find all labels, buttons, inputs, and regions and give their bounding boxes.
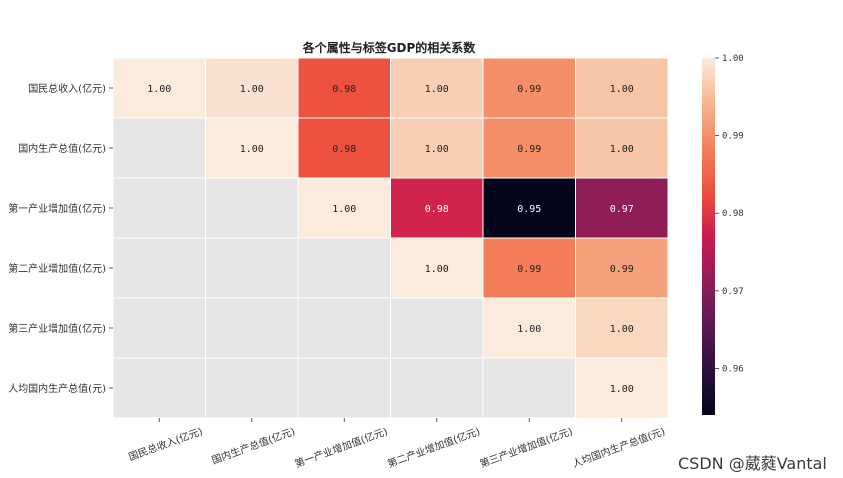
heatmap-cell bbox=[112, 297, 206, 359]
colorbar-tick-label: 0.98 bbox=[722, 209, 744, 219]
colorbar-tick-label: 0.99 bbox=[722, 132, 744, 142]
heatmap-cell bbox=[205, 177, 299, 239]
col-label: 国内生产总值(亿元) bbox=[210, 425, 297, 467]
cell-annotation: 1.00 bbox=[240, 144, 264, 155]
cell-annotation: 0.95 bbox=[517, 204, 541, 215]
cell-annotation: 1.00 bbox=[240, 84, 264, 95]
cell-annotation: 1.00 bbox=[332, 204, 356, 215]
row-label: 国内生产总值(亿元) bbox=[18, 142, 106, 155]
heatmap-cell bbox=[390, 57, 484, 119]
heatmap-cell bbox=[482, 177, 576, 239]
row-label: 人均国内生产总值(元) bbox=[8, 382, 106, 395]
cell-annotation: 1.00 bbox=[425, 144, 449, 155]
heatmap-cell bbox=[112, 177, 206, 239]
heatmap-cell bbox=[205, 237, 299, 299]
heatmap-cell bbox=[205, 297, 299, 359]
heatmap-cell bbox=[390, 357, 484, 419]
row-label: 国民总收入(亿元) bbox=[28, 82, 106, 95]
row-label: 第二产业增加值(亿元) bbox=[8, 262, 106, 275]
heatmap-cell bbox=[205, 357, 299, 419]
colorbar bbox=[702, 58, 715, 415]
heatmap-cell bbox=[390, 237, 484, 299]
col-label: 国民总收入(亿元) bbox=[127, 425, 205, 464]
heatmap-cell bbox=[575, 177, 669, 239]
colorbar-ticks: 0.96 0.97 0.98 0.99 1.00 bbox=[715, 54, 744, 374]
colorbar-tick-label: 1.00 bbox=[722, 54, 744, 64]
cell-annotation: 0.98 bbox=[332, 84, 356, 95]
heatmap-cell bbox=[205, 57, 299, 119]
cell-annotation: 1.00 bbox=[610, 144, 634, 155]
heatmap-cell bbox=[390, 177, 484, 239]
heatmap-cell bbox=[297, 237, 391, 299]
heatmap-cell bbox=[297, 297, 391, 359]
watermark: CSDN @葳蕤Vantal bbox=[678, 454, 827, 473]
heatmap-cell bbox=[297, 357, 391, 419]
heatmap-cell bbox=[575, 297, 669, 359]
chart-title: 各个属性与标签GDP的相关系数 bbox=[302, 40, 477, 55]
heatmap-cell bbox=[482, 237, 576, 299]
row-label: 第一产业增加值(亿元) bbox=[8, 202, 106, 215]
col-label: 第三产业增加值(亿元) bbox=[478, 425, 574, 471]
cell-annotation: 1.00 bbox=[147, 84, 171, 95]
heatmap-cell bbox=[112, 357, 206, 419]
col-label: 第一产业增加值(亿元) bbox=[293, 425, 389, 471]
heatmap-cells: 1.00 1.00 0.98 1.00 0.99 1.00 1.00 0.98 1.00 0.99… bbox=[112, 57, 669, 419]
heatmap-cell bbox=[575, 357, 669, 419]
cell-annotation: 0.99 bbox=[610, 264, 634, 275]
cell-annotation: 1.00 bbox=[425, 84, 449, 95]
cell-annotation: 0.97 bbox=[610, 204, 634, 215]
heatmap-cell bbox=[575, 117, 669, 179]
heatmap-cell bbox=[482, 357, 576, 419]
heatmap-cell bbox=[482, 57, 576, 119]
cell-annotation: 0.99 bbox=[517, 144, 541, 155]
heatmap-cell bbox=[575, 237, 669, 299]
cell-annotation: 0.98 bbox=[332, 144, 356, 155]
heatmap-cell bbox=[112, 237, 206, 299]
cell-annotation: 1.00 bbox=[517, 324, 541, 335]
heatmap-cell bbox=[112, 57, 206, 119]
heatmap-cell bbox=[297, 117, 391, 179]
heatmap-cell bbox=[575, 57, 669, 119]
cell-annotation: 1.00 bbox=[610, 384, 634, 395]
heatmap-cell bbox=[390, 297, 484, 359]
colorbar-tick-label: 0.97 bbox=[722, 287, 744, 297]
heatmap-cell bbox=[297, 177, 391, 239]
col-labels: 国民总收入(亿元) 国内生产总值(亿元)第一产业增加值(亿元)第二产业增加值(亿元… bbox=[127, 418, 667, 470]
cell-annotation: 1.00 bbox=[610, 84, 634, 95]
colorbar-tick-label: 0.96 bbox=[722, 364, 744, 374]
col-label: 人均国内生产总值(元) bbox=[570, 425, 666, 471]
row-label: 第三产业增加值(亿元) bbox=[8, 322, 106, 335]
cell-annotation: 0.99 bbox=[517, 264, 541, 275]
heatmap-cell bbox=[482, 117, 576, 179]
heatmap-cell bbox=[297, 57, 391, 119]
cell-annotation: 0.98 bbox=[425, 204, 449, 215]
heatmap-cell bbox=[112, 117, 206, 179]
cell-annotation: 1.00 bbox=[610, 324, 634, 335]
cell-annotation: 1.00 bbox=[425, 264, 449, 275]
col-label: 第二产业增加值(亿元) bbox=[385, 425, 481, 471]
heatmap-cell bbox=[482, 297, 576, 359]
cell-annotation: 0.99 bbox=[517, 84, 541, 95]
row-labels: 国民总收入(亿元) 国内生产总值(亿元) 第一产业增加值(亿元) 第二产业增加值(亿元… bbox=[8, 82, 113, 395]
